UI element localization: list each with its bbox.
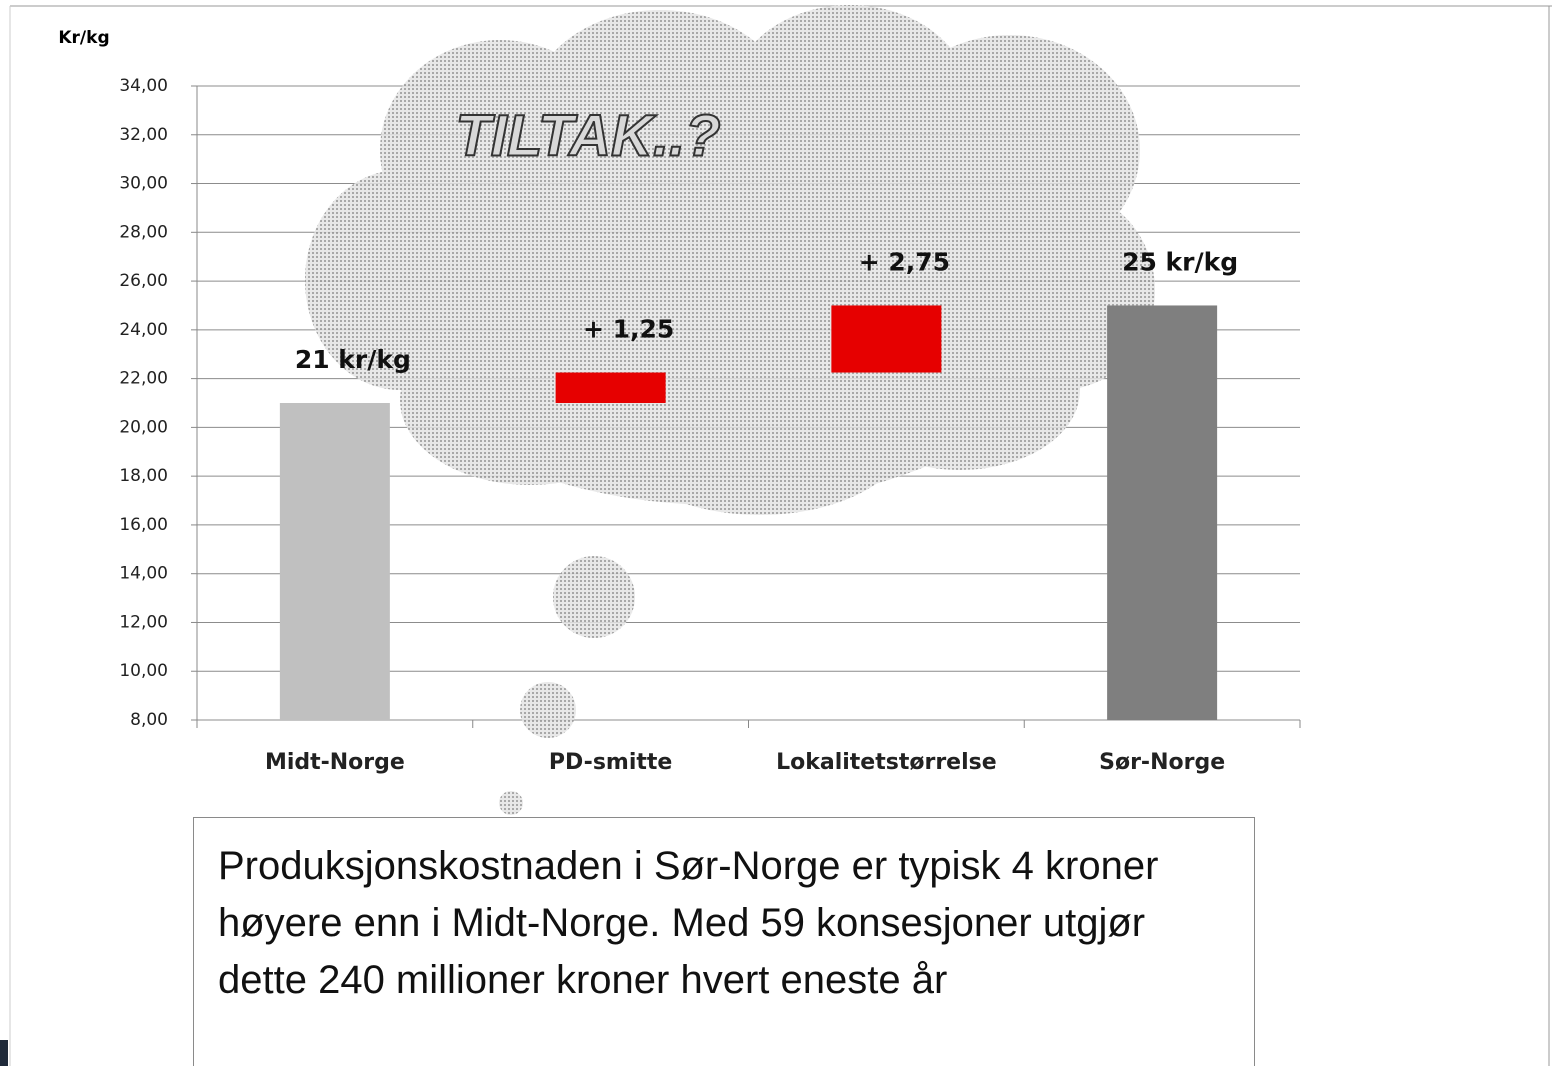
bar — [280, 403, 390, 720]
y-tick-label: 20,00 — [119, 417, 168, 437]
y-tick-label: 12,00 — [119, 612, 168, 632]
y-tick-label: 14,00 — [119, 564, 168, 584]
y-tick-label: 18,00 — [119, 466, 168, 486]
note-box: Produksjonskostnaden i Sør-Norge er typi… — [193, 817, 1255, 1066]
x-tick-label: Midt-Norge — [265, 750, 405, 775]
thought-cloud — [305, 5, 1155, 815]
y-tick-label: 34,00 — [119, 76, 168, 96]
y-tick-label: 10,00 — [119, 661, 168, 681]
x-tick-label: Lokalitetstørrelse — [776, 750, 997, 775]
bar — [1107, 305, 1217, 720]
y-axis-label: Kr/kg — [58, 28, 109, 48]
bar — [556, 373, 666, 403]
value-label: + 2,75 — [859, 247, 950, 276]
y-tick-label: 32,00 — [119, 125, 168, 145]
value-label: 21 kr/kg — [295, 345, 411, 374]
y-tick-label: 8,00 — [130, 710, 168, 730]
y-tick-label: 28,00 — [119, 222, 168, 242]
y-tick-label: 30,00 — [119, 174, 168, 194]
y-tick-label: 22,00 — [119, 369, 168, 389]
cloud-title: TILTAK..? — [455, 103, 720, 168]
x-tick-label: PD-smitte — [549, 750, 672, 775]
corner-mark — [0, 1040, 8, 1066]
y-tick-label: 26,00 — [119, 271, 168, 291]
value-label: 25 kr/kg — [1122, 247, 1238, 276]
y-tick-label: 24,00 — [119, 320, 168, 340]
bar — [831, 305, 941, 372]
page: Kr/kg 8,00 10,00 12,00 14,00 16,00 18,00 20,00… — [0, 0, 1552, 1066]
x-tick-label: Sør-Norge — [1099, 750, 1225, 775]
value-label: + 1,25 — [583, 315, 674, 344]
y-tick-label: 16,00 — [119, 515, 168, 535]
